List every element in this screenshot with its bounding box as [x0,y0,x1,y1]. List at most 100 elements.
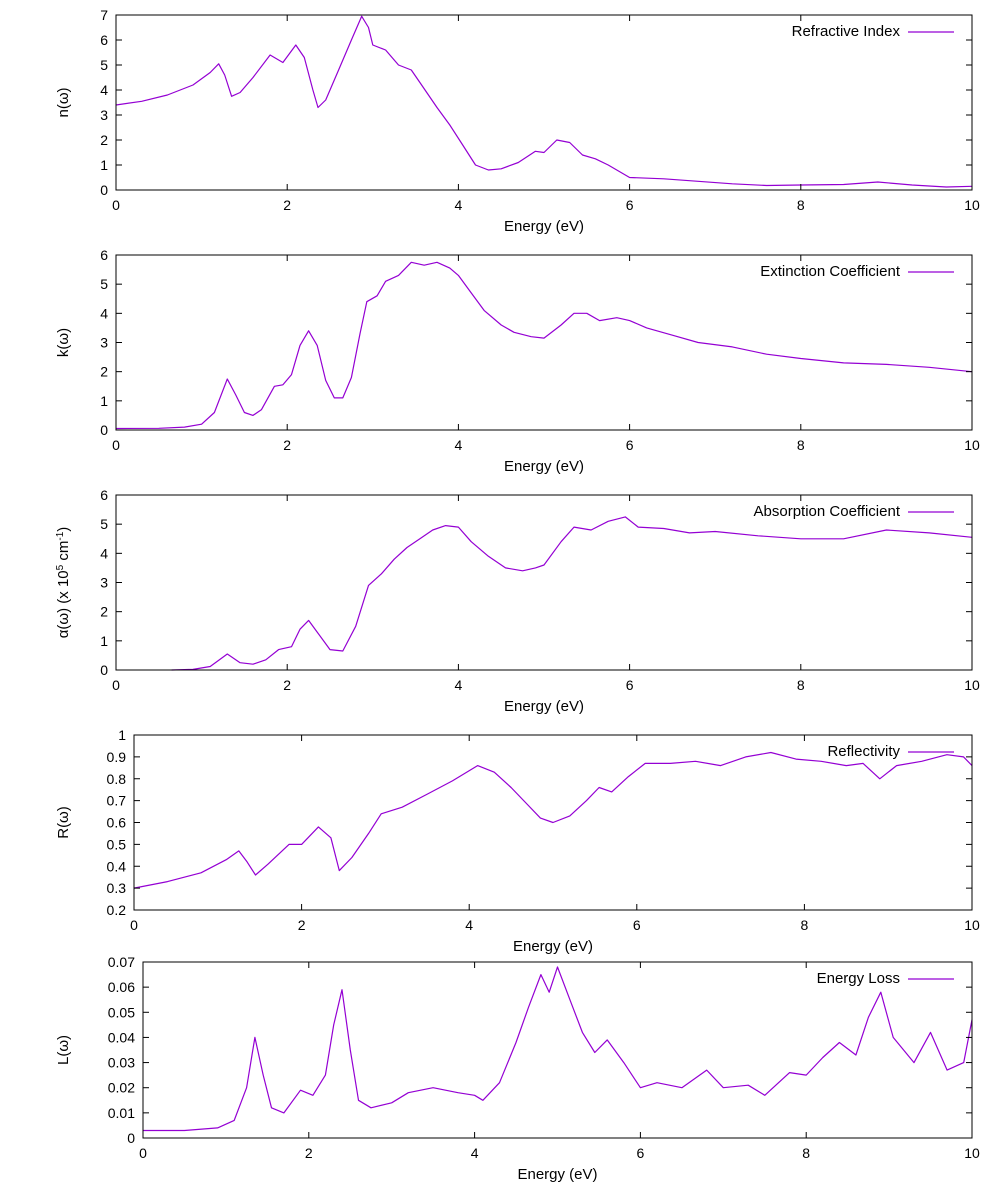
y-tick-label: 0.01 [108,1105,135,1121]
y-tick-label: 0.07 [108,954,135,970]
y-tick-label: 2 [100,604,108,620]
y-tick-label: 0.02 [108,1080,135,1096]
series-line-5-1 [143,966,973,1132]
x-tick-label: 10 [964,1145,980,1161]
y-axis-label-part: cm [55,541,72,565]
y-tick-label: 0.03 [108,1055,135,1071]
y-axis-label-part: ) [55,527,72,532]
y-tick-label: 1 [100,633,108,649]
plot-frame [142,961,973,1139]
panel-2: Extinction Coefficient 0 2 4 6 8 10 0 1 2 3 4 5 6 Ener… [55,247,980,475]
y-tick-label: 0.06 [108,979,135,995]
x-axis-label: Energy (eV) [517,1166,597,1183]
y-tick-label: 0.4 [107,858,127,874]
y-tick-label: 6 [100,487,108,503]
y-tick-label: 4 [100,545,108,561]
y-tick-label: 0.3 [107,880,127,896]
y-tick-label: 4 [100,82,108,98]
x-tick-label: 8 [797,677,805,693]
x-tick-label: 2 [283,197,291,213]
x-tick-label: 4 [471,1145,479,1161]
y-tick-label: 4 [100,305,108,321]
y-tick-label: 0.05 [108,1004,135,1020]
legend-label: Reflectivity [827,743,900,760]
legend-label: Refractive Index [792,23,901,40]
y-tick-label: 0.04 [108,1029,135,1045]
y-axis-label-part: 5 [55,564,66,570]
y-axis-label: k(ω) [55,328,72,357]
x-axis-label: Energy (eV) [504,458,584,475]
y-tick-label: 0.7 [107,793,127,809]
y-tick-label: 0.5 [107,836,127,852]
x-tick-label: 2 [298,917,306,933]
x-tick-label: 0 [139,1145,147,1161]
y-tick-label: 3 [100,575,108,591]
y-axis-label-part: -1 [55,531,66,540]
x-tick-label: 4 [465,917,473,933]
series-line-2-1 [115,261,973,430]
y-tick-label: 2 [100,132,108,148]
y-tick-label: 0 [100,662,108,678]
y-tick-label: 3 [100,107,108,123]
y-tick-label: 0.9 [107,749,127,765]
plot-frame [115,254,973,431]
y-tick-label: 6 [100,247,108,263]
panel-3: Absorption Coefficient 0 2 4 6 8 10 0 1 2 3 4 5 6 Ener… [55,487,980,715]
x-axis-label: Energy (eV) [504,698,584,715]
x-tick-label: 6 [626,677,634,693]
x-tick-label: 8 [797,197,805,213]
legend-label: Extinction Coefficient [760,263,901,280]
y-tick-label: 1 [100,157,108,173]
legend-label: Absorption Coefficient [754,503,901,520]
x-tick-label: 4 [455,677,463,693]
y-tick-label: 0 [127,1130,135,1146]
x-tick-label: 0 [112,437,120,453]
x-tick-label: 0 [130,917,138,933]
series-line-1-1 [115,15,973,188]
y-tick-label: 3 [100,335,108,351]
y-axis-label: n(ω) [55,87,72,117]
legend-label: Energy Loss [817,970,900,987]
x-axis-label: Energy (eV) [513,938,593,955]
panel-1: Refractive Index 0 2 4 6 8 10 0 1 2 3 4 5 6 7 Energy (e… [55,7,980,235]
y-tick-label: 2 [100,364,108,380]
x-tick-label: 2 [283,437,291,453]
x-tick-label: 10 [964,677,980,693]
y-tick-label: 0.8 [107,771,127,787]
plot-frame [115,494,973,671]
series-line-4-1 [133,751,973,889]
x-tick-label: 10 [964,197,980,213]
y-tick-label: 5 [100,276,108,292]
y-axis-label: L(ω) [55,1035,72,1065]
y-tick-label: 0.6 [107,815,127,831]
y-axis-label: α(ω) (x 105 cm-1) [55,527,73,639]
plot-frame [115,14,973,191]
y-tick-label: 0 [100,422,108,438]
x-tick-label: 0 [112,197,120,213]
y-tick-label: 6 [100,32,108,48]
y-axis-label-part: α(ω) (x 10 [55,570,72,638]
x-tick-label: 10 [964,917,980,933]
x-tick-label: 6 [626,197,634,213]
y-tick-label: 5 [100,57,108,73]
x-tick-label: 2 [305,1145,313,1161]
series-line-3-1 [171,516,973,671]
y-tick-label: 1 [118,727,126,743]
y-tick-label: 7 [100,7,108,23]
y-tick-label: 0 [100,182,108,198]
panel-5: Energy Loss 0 2 4 6 8 10 0 0.01 0.02 0.03 0.04 0.05 0… [55,954,980,1183]
y-tick-label: 0.2 [107,902,127,918]
x-tick-label: 0 [112,677,120,693]
x-tick-label: 4 [455,197,463,213]
x-tick-label: 6 [633,917,641,933]
y-tick-label: 5 [100,516,108,532]
x-tick-label: 8 [797,437,805,453]
x-tick-label: 2 [283,677,291,693]
x-tick-label: 6 [626,437,634,453]
x-tick-label: 8 [801,917,809,933]
x-tick-label: 6 [637,1145,645,1161]
panel-4: Reflectivity 0 2 4 6 8 10 0.2 0.3 0.4 0.5 0.6 0.7 0.8… [55,727,980,955]
y-tick-label: 1 [100,393,108,409]
y-axis-label: R(ω) [55,806,72,839]
